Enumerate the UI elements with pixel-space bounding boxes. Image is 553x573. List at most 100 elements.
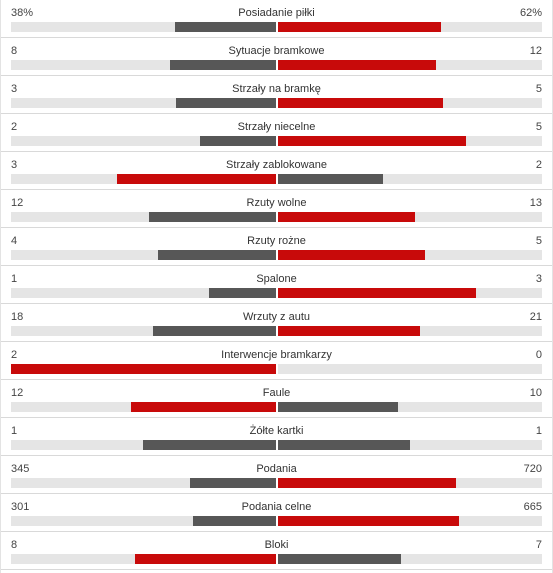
away-bar-track	[277, 212, 542, 222]
away-bar-track	[277, 478, 542, 488]
comparison-bar	[11, 516, 542, 526]
away-value: 0	[535, 349, 542, 361]
stat-label: Posiadanie piłki	[238, 7, 315, 19]
home-value: 2	[11, 121, 18, 133]
stat-row-header: 38% Posiadanie piłki 62%	[11, 6, 542, 20]
comparison-bar	[11, 478, 542, 488]
away-bar-track	[277, 136, 542, 146]
stat-row-header: 1 Spalone 3	[11, 272, 542, 286]
stat-row: 4 Rzuty rożne 5	[1, 228, 552, 266]
home-value: 4	[11, 235, 18, 247]
away-value: 720	[523, 463, 542, 475]
home-bar-track	[11, 326, 276, 336]
comparison-bar	[11, 98, 542, 108]
home-bar-track	[11, 478, 276, 488]
home-bar-fill	[131, 402, 276, 412]
stat-label: Podania celne	[241, 501, 312, 513]
home-value: 2	[11, 349, 18, 361]
home-bar-track	[11, 212, 276, 222]
comparison-bar	[11, 326, 542, 336]
comparison-bar	[11, 288, 542, 298]
stat-row-header: 2 Strzały niecelne 5	[11, 120, 542, 134]
stat-label: Faule	[262, 387, 291, 399]
comparison-bar	[11, 174, 542, 184]
away-value: 7	[535, 539, 542, 551]
away-bar-fill	[277, 60, 437, 70]
stat-label: Wrzuty z autu	[242, 311, 311, 323]
stat-label: Interwencje bramkarzy	[221, 349, 332, 361]
home-bar-fill	[116, 174, 276, 184]
home-bar-fill	[176, 98, 276, 108]
home-bar-fill	[148, 212, 276, 222]
home-value: 8	[11, 45, 18, 57]
away-value: 665	[523, 501, 542, 513]
comparison-bar	[11, 136, 542, 146]
home-bar-track	[11, 136, 276, 146]
home-bar-track	[11, 554, 276, 564]
stat-row-header: 12 Faule 10	[11, 386, 542, 400]
stat-row: 12 Rzuty wolne 13	[1, 190, 552, 228]
stat-row: 1 Żółte kartki 1	[1, 418, 552, 456]
away-bar-fill	[277, 440, 410, 450]
stat-label: Żółte kartki	[249, 425, 304, 437]
comparison-bar	[11, 440, 542, 450]
stat-row-header: 18 Wrzuty z autu 21	[11, 310, 542, 324]
stat-row: 3 Strzały zablokowane 2	[1, 152, 552, 190]
away-bar-fill	[277, 212, 416, 222]
away-bar-fill	[277, 136, 467, 146]
home-bar-fill	[134, 554, 276, 564]
stat-row: 12 Faule 10	[1, 380, 552, 418]
away-value: 5	[535, 83, 542, 95]
away-bar-track	[277, 440, 542, 450]
stat-row-header: 345 Podania 720	[11, 462, 542, 476]
away-bar-fill	[277, 288, 476, 298]
stat-label: Rzuty rożne	[247, 235, 306, 247]
away-bar-track	[277, 326, 542, 336]
comparison-bar	[11, 22, 542, 32]
home-value: 12	[11, 387, 24, 399]
away-bar-track	[277, 22, 542, 32]
away-value: 12	[529, 45, 542, 57]
away-value: 62%	[519, 7, 542, 19]
home-bar-fill	[169, 60, 276, 70]
away-bar-fill	[277, 22, 442, 32]
away-bar-track	[277, 250, 542, 260]
away-bar-track	[277, 288, 542, 298]
stat-row: 3 Strzały na bramkę 5	[1, 76, 552, 114]
home-bar-fill	[11, 364, 276, 374]
away-bar-fill	[277, 478, 457, 488]
home-value: 1	[11, 273, 18, 285]
away-bar-fill	[277, 326, 420, 336]
away-value: 3	[535, 273, 542, 285]
stat-row-header: 8 Bloki 7	[11, 538, 542, 552]
stat-label: Podania	[256, 463, 297, 475]
away-bar-track	[277, 402, 542, 412]
away-bar-track	[277, 174, 542, 184]
away-value: 10	[529, 387, 542, 399]
away-bar-track	[277, 554, 542, 564]
home-bar-track	[11, 516, 276, 526]
home-value: 3	[11, 83, 18, 95]
away-value: 5	[535, 121, 542, 133]
comparison-bar	[11, 60, 542, 70]
home-bar-fill	[153, 326, 276, 336]
stat-row: 2 Strzały niecelne 5	[1, 114, 552, 152]
stat-row: 301 Podania celne 665	[1, 494, 552, 532]
stat-row-header: 301 Podania celne 665	[11, 500, 542, 514]
home-bar-fill	[192, 516, 276, 526]
home-bar-track	[11, 288, 276, 298]
home-value: 301	[11, 501, 30, 513]
stat-row-header: 1 Żółte kartki 1	[11, 424, 542, 438]
home-bar-fill	[175, 22, 276, 32]
home-bar-fill	[199, 136, 276, 146]
home-value: 18	[11, 311, 24, 323]
stat-row: 38% Posiadanie piłki 62%	[1, 0, 552, 38]
away-value: 13	[529, 197, 542, 209]
comparison-bar	[11, 554, 542, 564]
home-bar-fill	[143, 440, 276, 450]
home-bar-track	[11, 60, 276, 70]
away-bar-track	[277, 364, 542, 374]
stat-row-header: 3 Strzały zablokowane 2	[11, 158, 542, 172]
stat-label: Rzuty wolne	[246, 197, 307, 209]
away-value: 1	[535, 425, 542, 437]
